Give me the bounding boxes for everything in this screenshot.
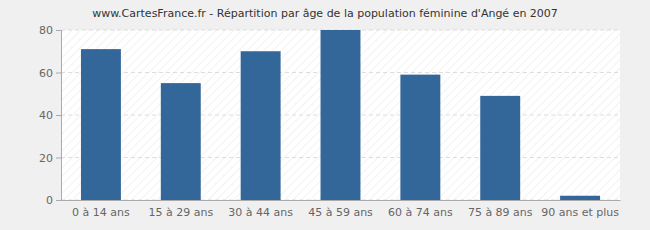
tick-label: 90 ans et plus — [541, 206, 619, 219]
tick-label: 45 à 59 ans — [308, 206, 373, 219]
tick: 60 à 74 ans — [388, 206, 453, 219]
tick-mark — [56, 115, 61, 116]
tick-label: 15 à 29 ans — [148, 206, 213, 219]
bar — [560, 196, 600, 200]
bar — [321, 30, 361, 200]
tick: 0 — [46, 194, 61, 207]
tick: 90 ans et plus — [541, 206, 619, 219]
tick-label: 60 — [39, 67, 53, 80]
tick: 15 à 29 ans — [148, 206, 213, 219]
tick: 40 — [39, 109, 61, 122]
tick-label: 60 à 74 ans — [388, 206, 453, 219]
tick-label: 0 à 14 ans — [72, 206, 130, 219]
bar — [81, 49, 121, 200]
tick-mark — [56, 158, 61, 159]
plot-area — [61, 30, 620, 200]
tick-mark — [56, 30, 61, 31]
axis-line — [56, 31, 62, 201]
tick: 75 à 89 ans — [468, 206, 533, 219]
tick-mark — [56, 73, 61, 74]
tick-label: 20 — [39, 152, 53, 165]
bar — [241, 51, 281, 200]
tick: 80 — [39, 24, 61, 37]
tick: 0 à 14 ans — [72, 206, 130, 219]
tick: 60 — [39, 67, 61, 80]
bars — [81, 30, 600, 200]
x-axis: 0 à 14 ans 15 à 29 ans 30 à 44 ans 45 à 59 … — [62, 201, 621, 219]
axis-line — [62, 200, 621, 201]
grid — [61, 30, 620, 200]
tick-label: 75 à 89 ans — [468, 206, 533, 219]
tick-label: 0 — [46, 194, 53, 207]
tick-label: 40 — [39, 109, 53, 122]
tick-label: 80 — [39, 24, 53, 37]
tick: 20 — [39, 152, 61, 165]
tick: 30 à 44 ans — [228, 206, 293, 219]
tick-label: 30 à 44 ans — [228, 206, 293, 219]
title: www.CartesFrance.fr - Répartition par âg… — [92, 7, 558, 20]
background — [0, 0, 650, 230]
bar — [400, 75, 440, 200]
bar — [480, 96, 520, 200]
bar — [161, 83, 201, 200]
tick-mark — [56, 200, 61, 201]
tick: 45 à 59 ans — [308, 206, 373, 219]
y-axis: 0 20 40 60 80 — [39, 24, 62, 207]
